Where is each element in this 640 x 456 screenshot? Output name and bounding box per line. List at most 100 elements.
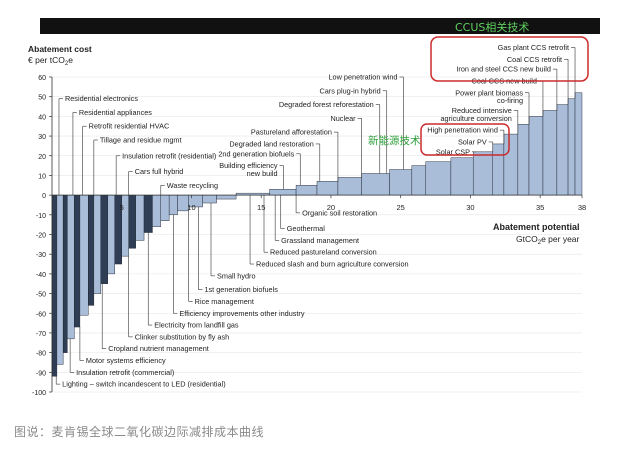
figure-caption: 图说：麦肯锡全球二氧化碳边际减排成本曲线 (14, 425, 265, 439)
y-tick-label: 30 (38, 134, 46, 141)
bar (93, 194, 102, 294)
chart-title: Abatement cost (28, 44, 92, 54)
bar (56, 194, 64, 365)
bar (100, 194, 109, 284)
annotation-label: Organic soil restoration (302, 208, 377, 217)
bar (269, 188, 297, 196)
bar (492, 143, 505, 196)
bar (107, 194, 115, 275)
annotation-label: Insulation retrofit (commercial) (76, 368, 174, 377)
bar (517, 124, 530, 196)
y-tick-label: -90 (36, 370, 46, 377)
annotation-label: 2nd generation biofuels (218, 149, 294, 158)
annotation-label: Clinker substitution by fly ash (135, 332, 230, 341)
y-tick-label: 0 (42, 193, 46, 200)
bar (128, 194, 136, 249)
y-tick-label: -40 (36, 272, 46, 279)
annotation-label: Motor systems efficiency (86, 356, 166, 365)
bar (411, 165, 427, 196)
annotation-label: Cars plug-in hybrid (319, 86, 380, 95)
bar (472, 151, 493, 196)
annotation-label: High penetration wind (427, 126, 498, 135)
annotation-label: agriculture conversion (440, 114, 511, 123)
bar (542, 110, 558, 196)
annotation-label: Efficiency improvements other industry (179, 309, 305, 318)
bar (168, 194, 178, 216)
axes-group (49, 76, 583, 393)
annotation-label: new build (247, 169, 278, 178)
annotation-label: Insulation retrofit (residential) (122, 151, 216, 160)
bar (67, 194, 75, 340)
mac-curve-chart: CCUS相关技术 Abatement cost € per tCO2e 60 50… (28, 18, 600, 397)
bar (503, 133, 519, 196)
bar (574, 92, 583, 196)
x-tick-labels: 5 10 15 20 25 30 35 38 (120, 203, 587, 212)
annotation-label: Cars full hybrid (135, 167, 184, 176)
bar (88, 194, 95, 306)
y-tick-label: -80 (36, 351, 46, 358)
annotation-label: Lighting – switch incandescent to LED (r… (62, 380, 225, 389)
bar (450, 157, 474, 196)
annotation-label: Residential appliances (79, 108, 152, 117)
y-tick-label: 50 (38, 95, 46, 102)
annotation-label: Pastureland afforestation (251, 128, 332, 137)
y-tick-label: -10 (36, 213, 46, 220)
x-tick-label: 5 (120, 203, 124, 212)
x-tick-label: 10 (187, 203, 195, 212)
bar (79, 194, 89, 316)
bars-group (51, 92, 583, 377)
bar (295, 185, 318, 196)
annotation-label: Waste recycling (167, 181, 218, 190)
annotation-label: Reduced slash and burn agriculture conve… (256, 260, 409, 269)
bar (567, 98, 576, 196)
annotation-label: Grassland management (281, 236, 359, 245)
ccus-box (430, 36, 589, 82)
annotation-label: co-firing (497, 96, 523, 105)
bar (74, 194, 81, 328)
y-tick-label: -60 (36, 311, 46, 318)
bar (556, 104, 569, 196)
annotation-label: Degraded land restoration (229, 139, 313, 148)
annotation-label: Nuclear (330, 114, 356, 123)
bar (143, 194, 153, 233)
x-tick-label: 30 (466, 203, 474, 212)
y-tick-label: 60 (38, 75, 46, 82)
annotation-label: Cropland nutrient management (108, 344, 209, 353)
annotation-label: Solar PV (458, 137, 487, 146)
annotation-label: Reduced pastureland conversion (270, 248, 377, 257)
bar (152, 194, 162, 227)
annotation-labels: Residential electronics Residential appli… (62, 43, 569, 389)
x-tick-label: 15 (257, 203, 265, 212)
x-tick-label: 20 (327, 203, 335, 212)
bar (316, 181, 339, 196)
y-tick-label: -50 (36, 292, 46, 299)
y-tick-label: -30 (36, 252, 46, 259)
y-tick-label: 20 (38, 154, 46, 161)
annotation-label: Residential electronics (65, 94, 138, 103)
annotation-label: Small hydro (217, 271, 256, 280)
annotation-label: Building efficiency (219, 161, 278, 170)
chart-svg: CCUS相关技术 Abatement cost € per tCO2e 6050… (28, 18, 600, 397)
y-axis-label: € per tCO2e (28, 55, 73, 67)
bar (160, 194, 170, 221)
annotation-label: Iron and steel CCS new build (456, 65, 551, 74)
bar (62, 194, 68, 353)
y-tick-labels: 60 50 40 30 20 10 0 -10 -20 -30 -40 -50 -60 -70 -80 -90… (32, 75, 46, 397)
bar (389, 169, 413, 196)
annotation-label: Geothermal (287, 224, 326, 233)
x-axis-label: Abatement potential (493, 222, 580, 232)
x-tick-label: 38 (578, 203, 586, 212)
annotation-label: Low penetration wind (329, 73, 398, 82)
annotation-label: Rice management (195, 297, 254, 306)
annotation-label: Power plant biomass (455, 88, 523, 97)
annotation-label: Gas plant CCS retrofit (498, 43, 569, 52)
annotation-label: Tillage and residue mgmt (100, 136, 182, 145)
annotation-label: Retrofit residential HVAC (89, 122, 170, 131)
bar (216, 194, 237, 200)
renewables-box (420, 123, 510, 156)
annotation-label: Degraded forest reforestation (279, 100, 374, 109)
x-tick-label: 35 (536, 203, 544, 212)
x-tick-label: 25 (397, 203, 405, 212)
renewables-label: 新能源技术 (368, 134, 421, 147)
bar (135, 194, 145, 241)
